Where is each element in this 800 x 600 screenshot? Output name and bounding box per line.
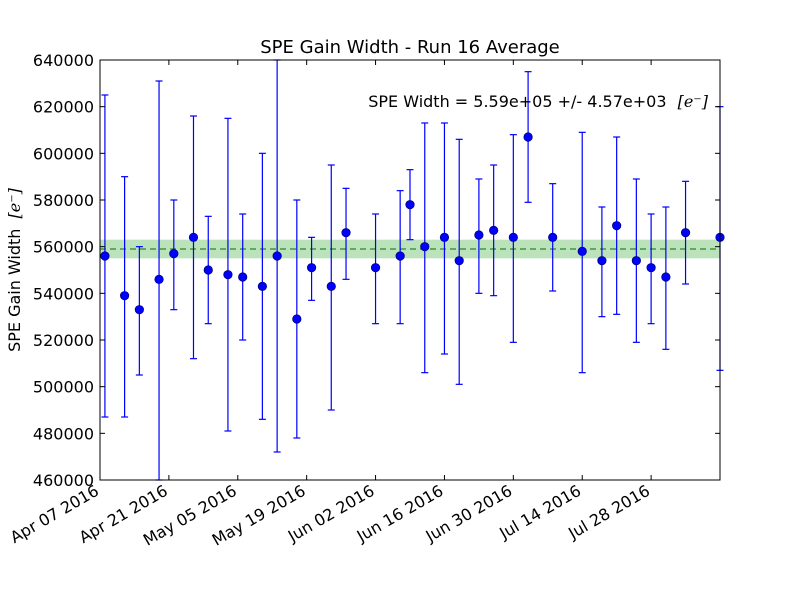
y-axis-ticks: 460000 480000 500000 520000 540000 560000 5800…: [33, 51, 720, 490]
y-axis-label: SPE Gain Width [e⁻]: [5, 187, 24, 352]
data-point-26: [577, 246, 587, 256]
data-point-22: [489, 225, 499, 235]
data-point-1: [120, 291, 130, 301]
data-point-16: [395, 251, 405, 261]
data-points: [100, 132, 725, 324]
data-point-14: [341, 228, 351, 238]
data-point-4: [169, 249, 179, 259]
y-tick-label-9: 640000: [33, 51, 94, 70]
data-point-21: [474, 230, 484, 240]
annotation-unit: [e⁻]: [678, 92, 709, 111]
data-point-10: [272, 251, 282, 261]
y-tick-label-7: 600000: [33, 144, 94, 163]
data-point-30: [646, 263, 656, 273]
data-point-32: [680, 228, 691, 238]
y-tick-label-4: 540000: [33, 284, 94, 303]
data-point-11: [292, 314, 302, 324]
chart-title: SPE Gain Width - Run 16 Average: [260, 37, 560, 58]
data-point-6: [203, 265, 213, 275]
data-point-31: [661, 272, 671, 282]
data-point-15: [370, 263, 381, 273]
data-point-27: [597, 256, 607, 266]
data-point-8: [238, 272, 248, 282]
annotation-text: SPE Width = 5.59e+05 +/- 4.57e+03: [368, 92, 666, 111]
data-point-3: [154, 274, 164, 284]
data-point-2: [134, 305, 144, 315]
y-tick-label-1: 480000: [33, 424, 94, 443]
data-point-5: [188, 232, 199, 242]
data-point-25: [548, 232, 558, 242]
data-point-18: [420, 242, 430, 252]
spe-width-annotation: SPE Width = 5.59e+05 +/- 4.57e+03 [e⁻]: [368, 92, 709, 111]
data-point-20: [454, 256, 464, 266]
data-point-17: [405, 200, 415, 210]
data-point-28: [612, 221, 622, 231]
plot-frame: [99, 59, 721, 481]
y-tick-label-3: 520000: [33, 331, 94, 350]
data-point-24: [523, 132, 533, 142]
y-tick-label-6: 580000: [33, 191, 94, 210]
error-bars: [101, 59, 724, 481]
data-point-12: [306, 263, 317, 273]
data-point-9: [257, 281, 267, 291]
data-point-19: [439, 232, 450, 242]
y-axis-label-text: SPE Gain Width: [5, 229, 24, 352]
data-point-7: [223, 270, 233, 280]
y-tick-label-8: 620000: [33, 98, 94, 117]
data-point-0: [100, 251, 110, 261]
y-axis-label-unit: [e⁻]: [5, 187, 24, 218]
y-tick-label-2: 500000: [33, 378, 94, 397]
y-tick-label-0: 460000: [33, 471, 94, 490]
data-point-13: [326, 281, 336, 291]
data-point-23: [508, 232, 518, 242]
data-point-29: [631, 256, 641, 266]
y-tick-label-5: 560000: [33, 238, 94, 257]
